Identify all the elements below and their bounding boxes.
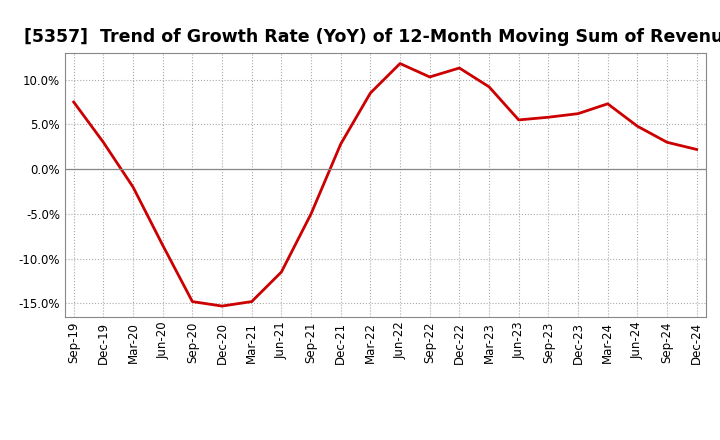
Title: [5357]  Trend of Growth Rate (YoY) of 12-Month Moving Sum of Revenues: [5357] Trend of Growth Rate (YoY) of 12-…	[24, 28, 720, 46]
